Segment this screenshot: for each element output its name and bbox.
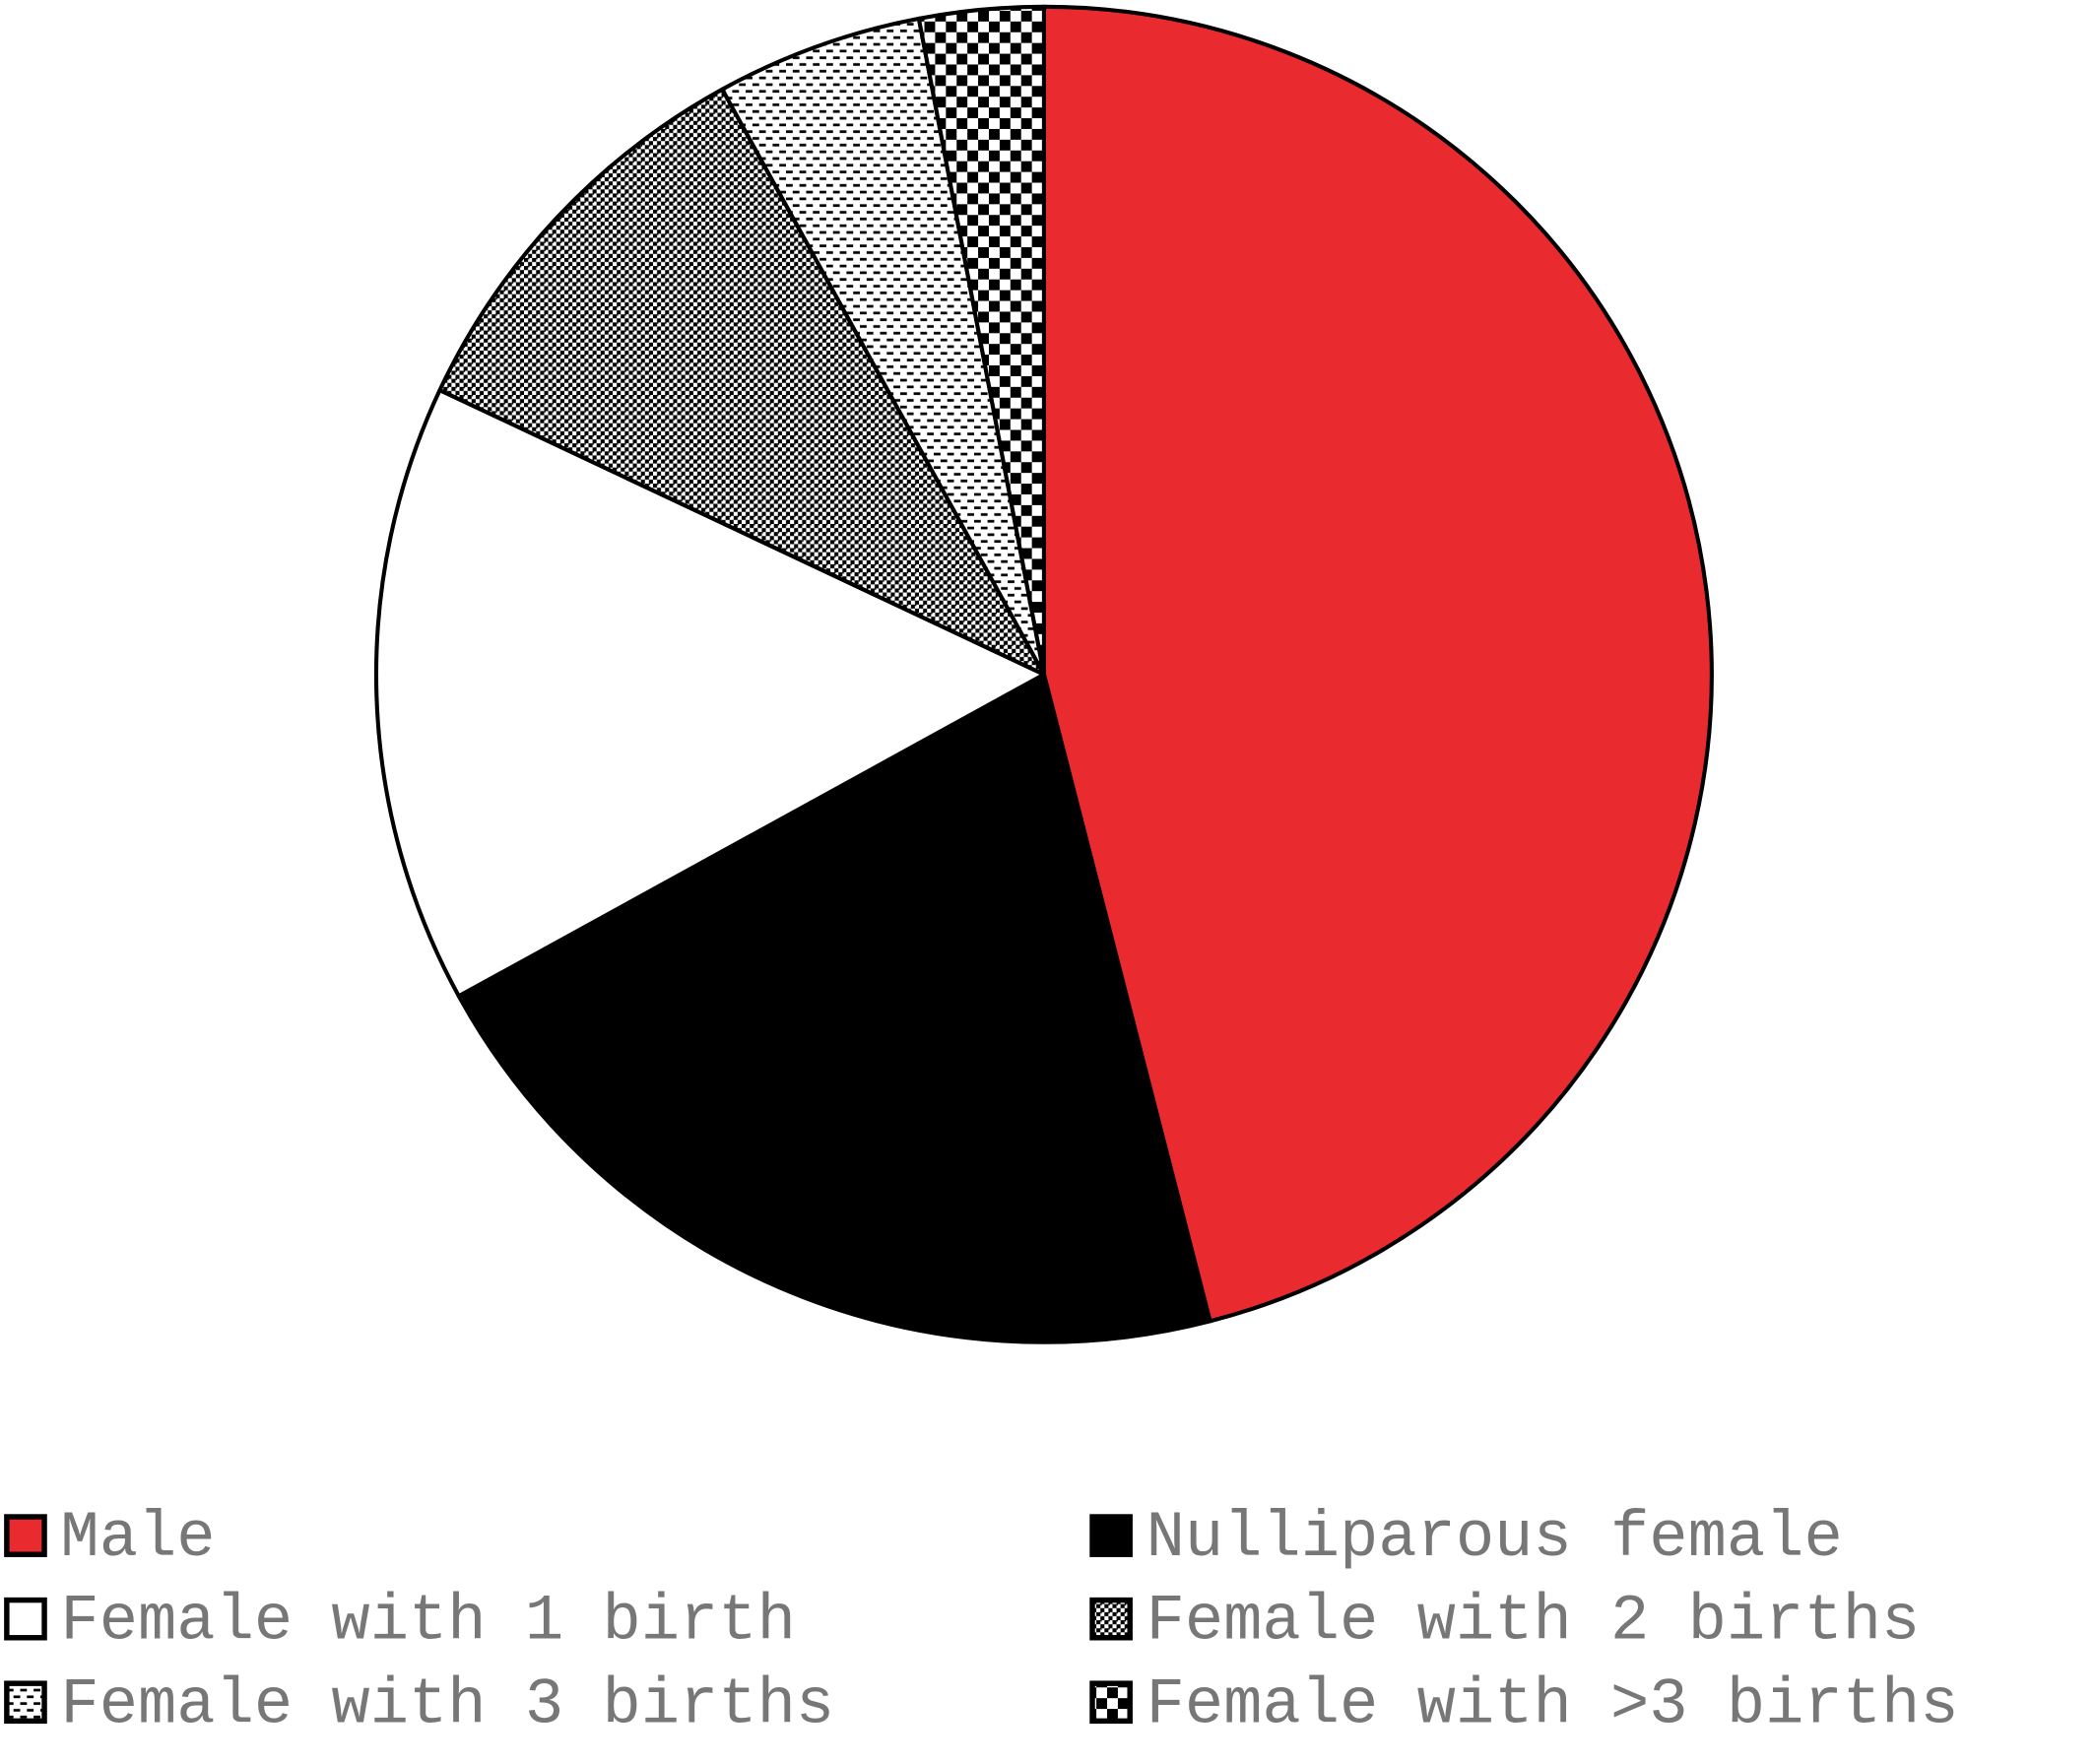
legend-label: Female with 2 births: [1146, 1585, 1921, 1659]
legend-swatch: [4, 1680, 47, 1725]
pie-slice: [916, 4, 1046, 677]
pie-slice: [1041, 4, 1714, 1324]
pie-slice: [437, 87, 1046, 677]
legend-swatch: [1089, 1680, 1133, 1725]
legend-label: Nulliparous female: [1146, 1501, 1843, 1575]
legend-swatch: [4, 1514, 47, 1557]
legend-label: Male: [60, 1501, 215, 1575]
legend-swatch: [1089, 1514, 1133, 1557]
pie-slice: [373, 388, 1046, 999]
pie-slice: [720, 16, 1046, 677]
legend-swatch: [4, 1597, 47, 1641]
legend-label: Female with 3 births: [60, 1667, 834, 1741]
legend-swatch: [1089, 1597, 1133, 1641]
pie-slice: [456, 672, 1212, 1344]
legend-label: Female with 1 birth: [60, 1585, 795, 1659]
legend-label: Female with >3 births: [1146, 1667, 1959, 1741]
